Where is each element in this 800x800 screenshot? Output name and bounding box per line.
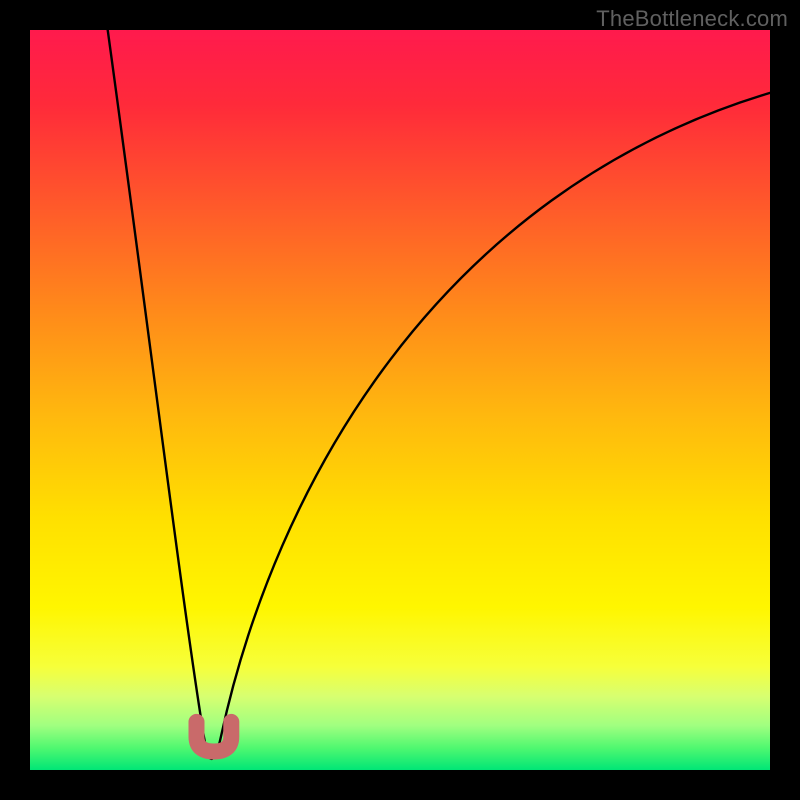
bottleneck-chart	[0, 0, 800, 800]
watermark-text: TheBottleneck.com	[596, 6, 788, 32]
chart-container: TheBottleneck.com	[0, 0, 800, 800]
plot-background	[30, 30, 770, 770]
